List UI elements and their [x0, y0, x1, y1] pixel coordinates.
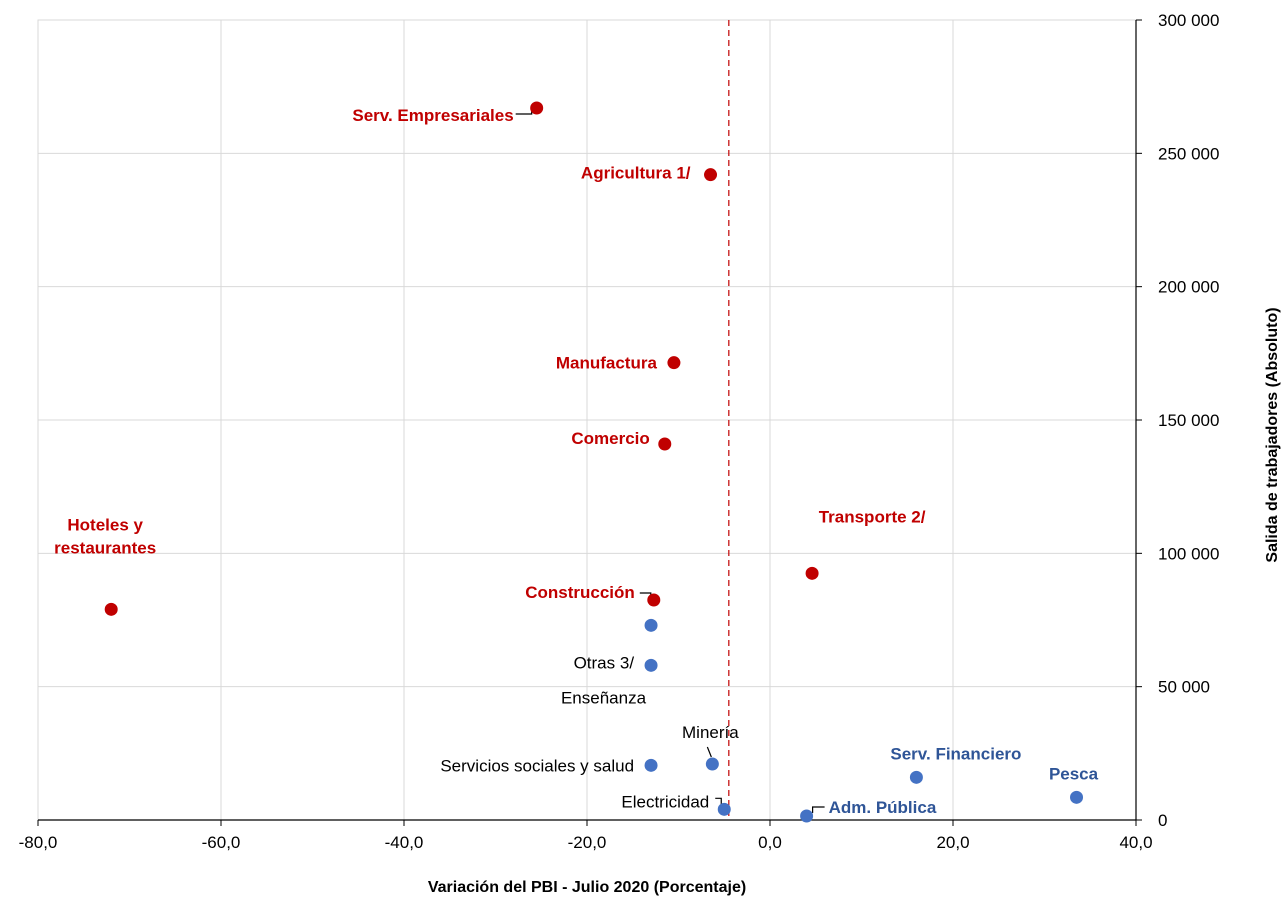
leader-line [812, 806, 825, 813]
point-label: Minería [682, 723, 739, 742]
data-point [644, 618, 658, 632]
y-tick-label: 250 000 [1158, 144, 1219, 163]
point-label: Construcción [525, 583, 635, 602]
data-point [647, 593, 661, 607]
y-tick-label: 0 [1158, 811, 1167, 830]
data-point [530, 101, 544, 115]
leader-line [706, 746, 712, 758]
point-label: Otras 3/ [574, 653, 635, 672]
point-label: Serv. Financiero [890, 744, 1021, 763]
data-point [1070, 790, 1084, 804]
y-tick-label: 300 000 [1158, 11, 1219, 30]
x-tick-label: -80,0 [19, 833, 58, 852]
data-point [717, 802, 731, 816]
point-label: Agricultura 1/ [581, 164, 691, 183]
axes [37, 19, 1142, 826]
data-point [644, 758, 658, 772]
point-label: Electricidad [621, 792, 709, 811]
point-labels: Serv. Empresariales Agricultura 1/Manufac… [54, 106, 1098, 817]
y-axis-title: Salida de trabajadores (Absoluto) [1264, 307, 1281, 562]
x-tick-label: 20,0 [936, 833, 969, 852]
leader-line [715, 797, 722, 805]
data-point [705, 757, 719, 771]
data-point [658, 437, 672, 451]
point-label: Adm. Pública [829, 798, 937, 817]
point-label: Pesca [1049, 764, 1099, 783]
tick-labels: -80,0 -60,0 -40,0 -20,0 0,0 20,0 40,0 0 50 000 10… [19, 11, 1220, 852]
y-tick-label: 150 000 [1158, 411, 1219, 430]
data-point [667, 356, 681, 370]
data-point [909, 770, 923, 784]
x-tick-label: -60,0 [202, 833, 241, 852]
point-label: Servicios sociales y salud [440, 756, 634, 775]
x-tick-label: 0,0 [758, 833, 782, 852]
data-points [104, 101, 1084, 823]
point-label: Transporte 2/ [819, 507, 926, 526]
point-label: Enseñanza [561, 688, 647, 707]
data-point [805, 566, 819, 580]
data-point [704, 168, 718, 182]
data-point [800, 809, 814, 823]
y-tick-label: 50 000 [1158, 678, 1210, 697]
point-label: Serv. Empresariales [352, 106, 513, 125]
x-tick-label: 40,0 [1119, 833, 1152, 852]
point-label-line: Hoteles y [67, 515, 143, 534]
point-label: Manufactura [556, 354, 658, 373]
point-label-line: restaurantes [54, 538, 156, 557]
data-point [644, 658, 658, 672]
y-tick-label: 100 000 [1158, 544, 1219, 563]
leader-line [515, 108, 533, 115]
x-axis-title: Variación del PBI - Julio 2020 (Porcenta… [428, 879, 746, 896]
data-point [104, 602, 118, 616]
point-label: Hoteles y restaurantes [54, 515, 156, 557]
grid-lines [37, 19, 1137, 821]
y-tick-label: 200 000 [1158, 278, 1219, 297]
x-tick-label: -20,0 [568, 833, 607, 852]
x-tick-label: -40,0 [385, 833, 424, 852]
point-label: Comercio [571, 429, 649, 448]
